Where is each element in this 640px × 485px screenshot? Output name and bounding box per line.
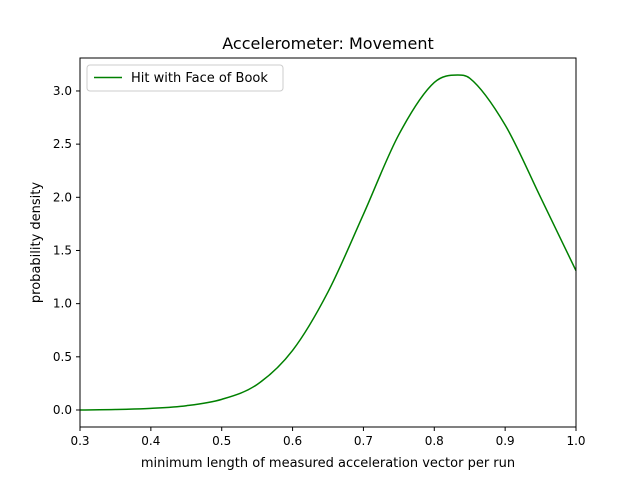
x-tick-label: 0.7 — [354, 434, 373, 448]
y-tick-label: 3.0 — [53, 84, 72, 98]
x-tick-label: 0.9 — [496, 434, 515, 448]
x-axis-ticks: 0.3 0.4 0.5 0.6 0.7 0.8 0.9 1.0 — [70, 427, 586, 448]
x-tick-label: 0.8 — [425, 434, 444, 448]
legend: Hit with Face of Book — [86, 64, 284, 92]
y-tick-label: 1.5 — [53, 243, 72, 257]
legend-box — [86, 64, 284, 92]
y-tick-label: 0.0 — [53, 403, 72, 417]
series-layer — [79, 74, 577, 411]
y-axis-label: probability density — [29, 182, 44, 303]
x-tick-label: 0.6 — [283, 434, 302, 448]
x-tick-label: 1.0 — [566, 434, 585, 448]
y-tick-label: 2.0 — [53, 190, 72, 204]
x-axis-label: minimum length of measured acceleration … — [141, 456, 515, 471]
x-tick-label: 0.4 — [141, 434, 160, 448]
x-tick-label: 0.3 — [70, 434, 89, 448]
x-tick-label: 0.5 — [212, 434, 231, 448]
y-tick-label: 2.5 — [53, 137, 72, 151]
y-tick-label: 1.0 — [53, 297, 72, 311]
plot-frame — [79, 57, 577, 428]
series-line-hit-with-face-of-book — [79, 74, 577, 411]
y-axis-ticks: 0.0 0.5 1.0 1.5 2.0 2.5 3.0 — [53, 84, 80, 417]
legend-entry-label: Hit with Face of Book — [131, 71, 268, 86]
chart-title: Accelerometer: Movement — [222, 34, 433, 53]
y-tick-label: 0.5 — [53, 350, 72, 364]
